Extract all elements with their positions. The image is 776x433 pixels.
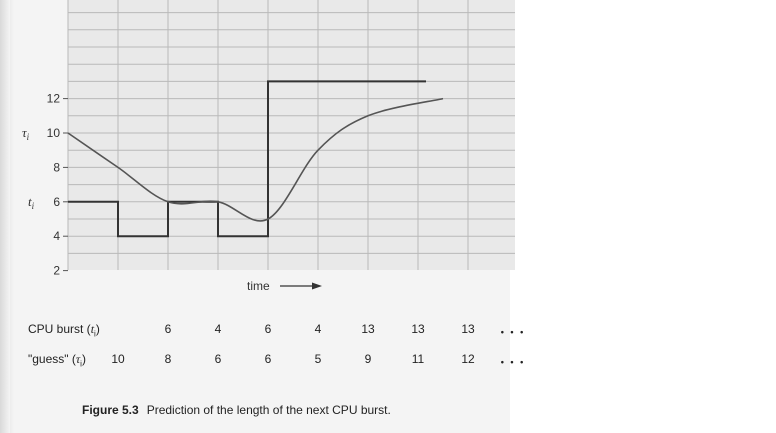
table-cell: 6 [214, 352, 222, 366]
table-cell: 12 [461, 352, 475, 366]
figure-number: Figure 5.3 [82, 403, 139, 417]
y-tick-label: 6 [53, 195, 60, 209]
y-tick-label: 12 [47, 92, 61, 106]
guess-row-label: "guess" (τi) [28, 352, 86, 369]
table-cell: 4 [214, 322, 222, 336]
y-tick-label: 4 [53, 229, 60, 243]
y-tick-label: 8 [53, 160, 60, 174]
table-cell: 6 [164, 322, 172, 336]
y-axis-t-symbol: ti [28, 194, 35, 211]
series-guess-smooth-line [67, 97, 444, 222]
table-ellipsis: • • • [500, 327, 526, 337]
series-layer [67, 80, 444, 238]
table-cell: 13 [361, 322, 375, 336]
caption-text: Prediction of the length of the next CPU… [146, 403, 391, 417]
cpu-burst-row-label: CPU burst (ti) [28, 322, 100, 339]
table-cell: 4 [314, 322, 322, 336]
table-cell: 13 [461, 322, 475, 336]
y-tick-label: 2 [53, 264, 60, 278]
page-edge-shadow [0, 0, 14, 433]
table-cell: 6 [264, 322, 272, 336]
table-cell: 11 [411, 352, 425, 366]
time-axis-label: time [247, 279, 322, 293]
table-cell: 9 [364, 352, 372, 366]
table-cell: 10 [111, 352, 125, 366]
y-tick-label: 10 [47, 126, 61, 140]
table-cell: 5 [314, 352, 322, 366]
table-ellipsis: • • • [500, 357, 526, 367]
figure-caption: Figure 5.3 Prediction of the length of th… [82, 403, 391, 417]
y-tick-labels: 2 4 6 8 10 12 [47, 92, 68, 278]
time-arrow-icon [312, 282, 322, 290]
table-cell: 13 [411, 322, 425, 336]
table-cell: 6 [264, 352, 272, 366]
table-cell: 8 [164, 352, 172, 366]
y-axis-tau-symbol: τi [22, 125, 30, 142]
plot-area [68, 0, 515, 270]
x-axis-label: time [247, 279, 270, 293]
series-cpu-burst-step-line [68, 80, 426, 238]
